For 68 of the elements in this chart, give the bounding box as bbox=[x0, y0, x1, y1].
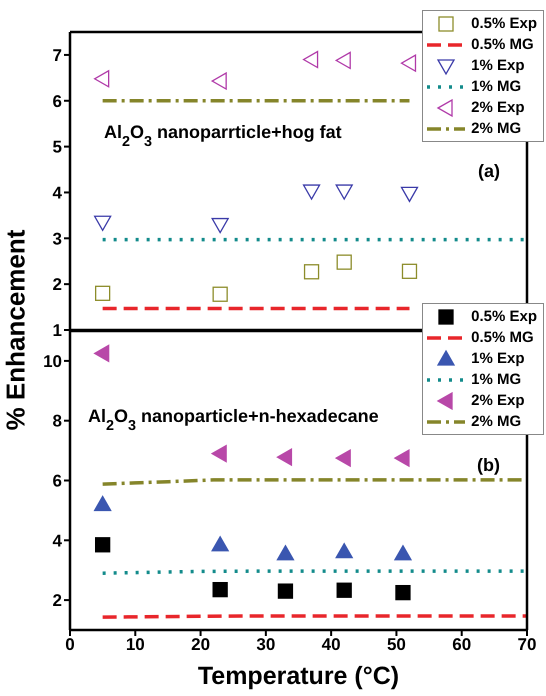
point bbox=[278, 583, 294, 599]
x-tick-label: 0 bbox=[65, 635, 75, 654]
y-tick-label: 10 bbox=[43, 352, 62, 371]
annotation: (b) bbox=[477, 455, 500, 475]
point bbox=[336, 449, 351, 467]
y-tick-label: 4 bbox=[52, 183, 63, 202]
legend-label: 2% Exp bbox=[471, 392, 524, 409]
point bbox=[336, 254, 352, 270]
point bbox=[302, 184, 320, 200]
y-tick-label: 7 bbox=[52, 46, 62, 65]
y-tick-label: 6 bbox=[52, 472, 62, 491]
legend-label: 2% MG bbox=[471, 413, 522, 430]
point bbox=[336, 184, 353, 200]
legend-label: 0.5% MG bbox=[471, 36, 534, 53]
point bbox=[336, 582, 352, 598]
y-tick-label: 2 bbox=[52, 591, 62, 610]
legend-label: 2% Exp bbox=[471, 99, 524, 116]
y-tick-label: 6 bbox=[52, 92, 62, 111]
x-tick-label: 50 bbox=[386, 635, 406, 654]
point bbox=[400, 54, 416, 72]
legend-label: 2% MG bbox=[471, 120, 522, 137]
x-tick-label: 20 bbox=[191, 635, 210, 654]
annotation: (a) bbox=[478, 161, 500, 181]
y-tick-label: 8 bbox=[52, 412, 62, 431]
point bbox=[304, 264, 320, 280]
point bbox=[94, 70, 110, 88]
point bbox=[394, 449, 410, 467]
point bbox=[94, 537, 110, 552]
legend-label: 0.5% Exp bbox=[471, 15, 537, 32]
point bbox=[302, 50, 318, 68]
point bbox=[276, 448, 292, 466]
y-tick-label: 1 bbox=[52, 321, 62, 340]
point bbox=[336, 52, 351, 70]
legend-label: 0.5% Exp bbox=[471, 308, 537, 325]
point bbox=[212, 286, 228, 302]
point bbox=[394, 545, 412, 560]
point bbox=[402, 264, 418, 279]
point bbox=[94, 216, 112, 231]
x-tick-label: 60 bbox=[452, 635, 472, 654]
annotation: Al$_{2}$O$_{3}$ nanoparrticle+hog fat bbox=[104, 122, 342, 150]
y-tick-label: 5 bbox=[52, 138, 62, 157]
x-tick-label: 10 bbox=[126, 635, 145, 654]
point bbox=[94, 344, 110, 362]
legend-label: 1% Exp bbox=[471, 350, 524, 367]
legend-label: 1% MG bbox=[471, 78, 522, 95]
point bbox=[212, 72, 227, 90]
point bbox=[212, 218, 229, 234]
y-tick-label: 3 bbox=[52, 229, 62, 248]
legend-label: 1% MG bbox=[471, 371, 522, 388]
point bbox=[212, 536, 229, 552]
point bbox=[395, 584, 411, 600]
x-axis-title: Temperature (°C) bbox=[198, 662, 400, 690]
y-tick-label: 4 bbox=[52, 531, 63, 550]
legend-label: 1% Exp bbox=[471, 57, 524, 74]
point bbox=[336, 543, 353, 558]
x-tick-label: 70 bbox=[518, 635, 536, 654]
point bbox=[276, 545, 294, 560]
y-axis-title: % Enhancement bbox=[0, 230, 32, 430]
legend-label: 0.5% MG bbox=[471, 329, 534, 346]
x-tick-label: 30 bbox=[256, 635, 276, 654]
x-tick-label: 40 bbox=[322, 635, 341, 654]
point bbox=[212, 444, 227, 462]
point bbox=[94, 286, 110, 301]
point bbox=[400, 186, 418, 202]
y-tick-label: 2 bbox=[52, 275, 62, 294]
point bbox=[212, 582, 228, 598]
annotation: Al$_{2}$O$_{3}$ nanoparticle+n-hexadecane bbox=[88, 406, 379, 434]
point bbox=[94, 496, 112, 512]
